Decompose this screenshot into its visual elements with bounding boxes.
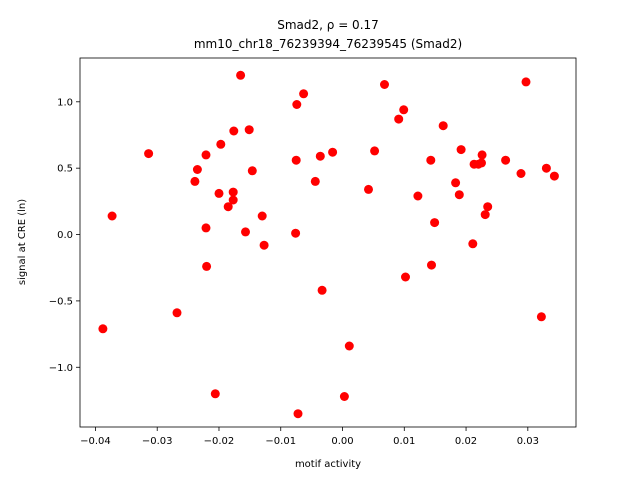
x-axis-label: motif activity (295, 459, 361, 470)
data-point-21 (259, 240, 269, 250)
x-tick-label: −0.02 (204, 436, 235, 447)
y-axis-label: signal at CRE (ln) (17, 199, 28, 285)
plot-frame (79, 57, 577, 428)
data-point-54 (501, 155, 511, 165)
data-point-53 (483, 202, 493, 212)
data-point-10 (214, 188, 224, 198)
x-tick-label: 0.00 (331, 436, 353, 447)
data-point-3 (172, 308, 182, 318)
data-point-40 (426, 155, 436, 165)
x-tick-label: −0.04 (80, 436, 111, 447)
data-point-12 (223, 202, 233, 212)
data-point-38 (401, 272, 410, 282)
data-point-42 (430, 218, 440, 228)
data-point-56 (521, 77, 531, 87)
data-point-52 (480, 210, 490, 220)
data-point-26 (299, 89, 309, 99)
chart-title-line1: Smad2, ρ = 0.17 (277, 18, 379, 32)
data-point-7 (201, 223, 211, 233)
y-tick-label: −0.5 (49, 296, 73, 307)
y-axis-ticks: −1.0 −0.5 0.0 0.5 1.0 (49, 97, 80, 374)
data-point-33 (364, 184, 373, 194)
x-tick-label: −0.03 (142, 436, 173, 447)
data-point-34 (370, 146, 380, 156)
data-point-8 (202, 261, 212, 271)
data-point-1 (107, 211, 117, 221)
data-point-15 (229, 126, 239, 136)
data-point-59 (549, 171, 559, 181)
data-point-55 (516, 169, 526, 178)
data-point-13 (228, 187, 238, 197)
data-point-23 (291, 155, 301, 165)
x-tick-label: 0.03 (517, 436, 539, 447)
data-point-58 (541, 163, 551, 173)
data-point-5 (192, 165, 202, 174)
data-point-35 (380, 80, 389, 89)
data-point-22 (291, 228, 301, 238)
data-point-27 (310, 176, 320, 186)
data-point-36 (394, 114, 404, 124)
data-point-16 (236, 70, 246, 80)
data-point-45 (454, 190, 464, 200)
data-point-14 (228, 195, 238, 205)
data-point-0 (98, 324, 108, 334)
data-point-51 (477, 150, 487, 160)
y-tick-label: 1.0 (57, 97, 73, 108)
data-point-44 (451, 178, 461, 188)
x-tick-label: −0.01 (265, 436, 296, 447)
x-tick-label: 0.02 (455, 436, 477, 447)
data-point-24 (292, 100, 302, 109)
data-point-29 (317, 285, 327, 295)
data-point-18 (244, 125, 254, 135)
data-point-41 (427, 260, 436, 270)
x-tick-label: 0.01 (393, 436, 415, 447)
x-axis-ticks: −0.04 −0.03 −0.02 −0.01 0.00 0.01 0.02 0.03 (80, 427, 539, 447)
data-point-2 (144, 149, 154, 159)
y-tick-label: −1.0 (49, 363, 73, 374)
data-point-57 (536, 312, 546, 322)
data-point-28 (315, 151, 325, 161)
data-point-30 (328, 147, 338, 157)
data-points (98, 70, 559, 419)
data-point-19 (247, 166, 257, 176)
y-tick-label: 0.0 (57, 230, 73, 241)
data-point-9 (210, 389, 220, 399)
chart-title-line2: mm10_chr18_76239394_76239545 (Smad2) (194, 37, 462, 51)
data-point-37 (399, 105, 409, 115)
data-point-47 (468, 239, 478, 249)
data-point-4 (190, 176, 200, 186)
data-point-25 (293, 409, 303, 419)
data-point-11 (216, 139, 226, 149)
data-point-46 (456, 145, 466, 155)
data-point-31 (339, 392, 349, 401)
data-point-6 (201, 150, 211, 160)
data-point-39 (413, 191, 423, 201)
data-point-17 (241, 227, 250, 237)
data-point-32 (344, 341, 354, 351)
data-point-50 (477, 158, 486, 168)
y-tick-label: 0.5 (57, 164, 73, 175)
data-point-43 (438, 121, 448, 131)
data-point-20 (257, 211, 267, 221)
